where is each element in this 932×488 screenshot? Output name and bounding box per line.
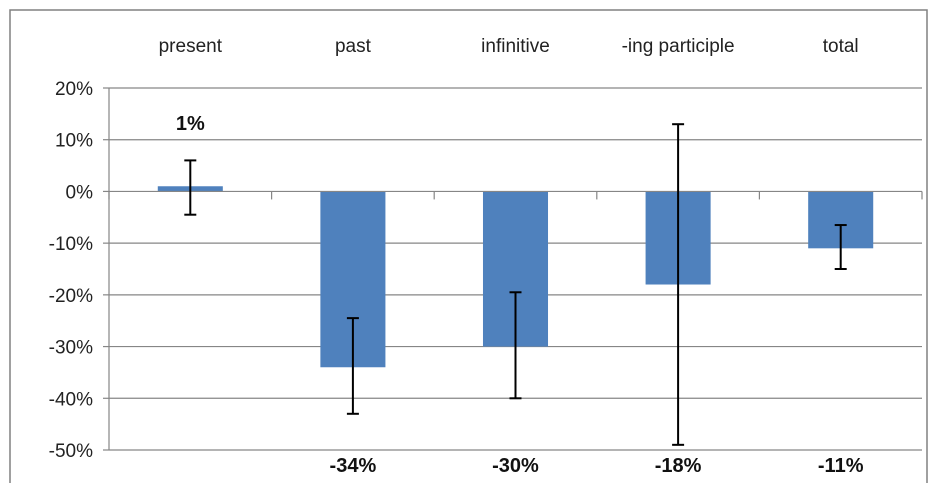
category-label: -ing participle bbox=[622, 36, 735, 57]
data-label: -34% bbox=[330, 455, 377, 477]
bars bbox=[157, 186, 874, 368]
data-label: 1% bbox=[176, 113, 205, 135]
data-label: -30% bbox=[492, 455, 539, 477]
data-label: -11% bbox=[818, 455, 864, 477]
error-bars bbox=[184, 123, 847, 446]
category-label: present bbox=[159, 36, 223, 57]
labels: 20% 10% 0% -10% -20% -30% -40% -50% present past i… bbox=[49, 36, 864, 477]
y-tick-label: -50% bbox=[49, 441, 93, 462]
data-label: -18% bbox=[655, 455, 702, 477]
category-label: total bbox=[823, 36, 859, 57]
y-tick-label: -20% bbox=[49, 286, 93, 307]
y-tick-label: -10% bbox=[49, 234, 93, 255]
chart-border bbox=[9, 9, 928, 486]
y-tick-label: 0% bbox=[66, 182, 94, 203]
y-tick-label: 20% bbox=[55, 79, 93, 100]
category-label: infinitive bbox=[481, 36, 550, 57]
category-label: past bbox=[335, 36, 372, 57]
y-tick-label: 10% bbox=[55, 131, 93, 152]
axes bbox=[103, 87, 923, 451]
y-tick-label: -30% bbox=[49, 338, 93, 359]
y-tick-label: -40% bbox=[49, 389, 93, 410]
